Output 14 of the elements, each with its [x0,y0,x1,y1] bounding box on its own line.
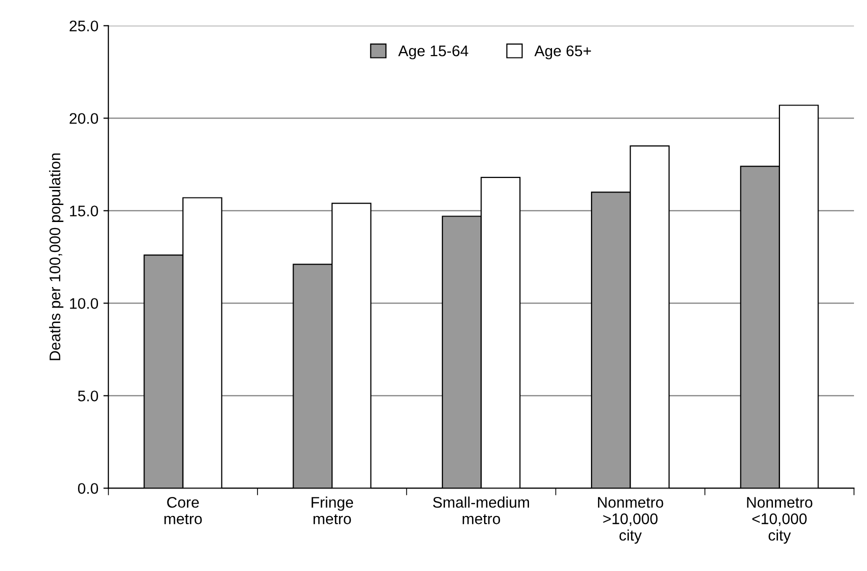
x-tick-label: Core metro [164,496,202,524]
y-tick-label: 20.0 [70,113,98,124]
y-axis-title: Deaths per 100,000 population [49,153,64,360]
x-tick-label: Nonmetro <10,000 city [747,497,812,544]
legend-label: Age 15-64 [398,45,468,60]
x-tick-label: Nonmetro >10,000 city [598,497,664,544]
y-tick-label: 15.0 [70,206,98,216]
x-tick-label: Small-medium metro [433,496,529,524]
y-tick-label: 5.0 [78,390,98,402]
x-tick-label: Fringe metro [312,496,354,524]
y-tick-label: 0.0 [78,483,98,494]
y-tick-label: 25.0 [70,20,98,32]
y-tick-label: 10.0 [70,298,98,309]
legend-label: Age 65+ [534,45,591,60]
